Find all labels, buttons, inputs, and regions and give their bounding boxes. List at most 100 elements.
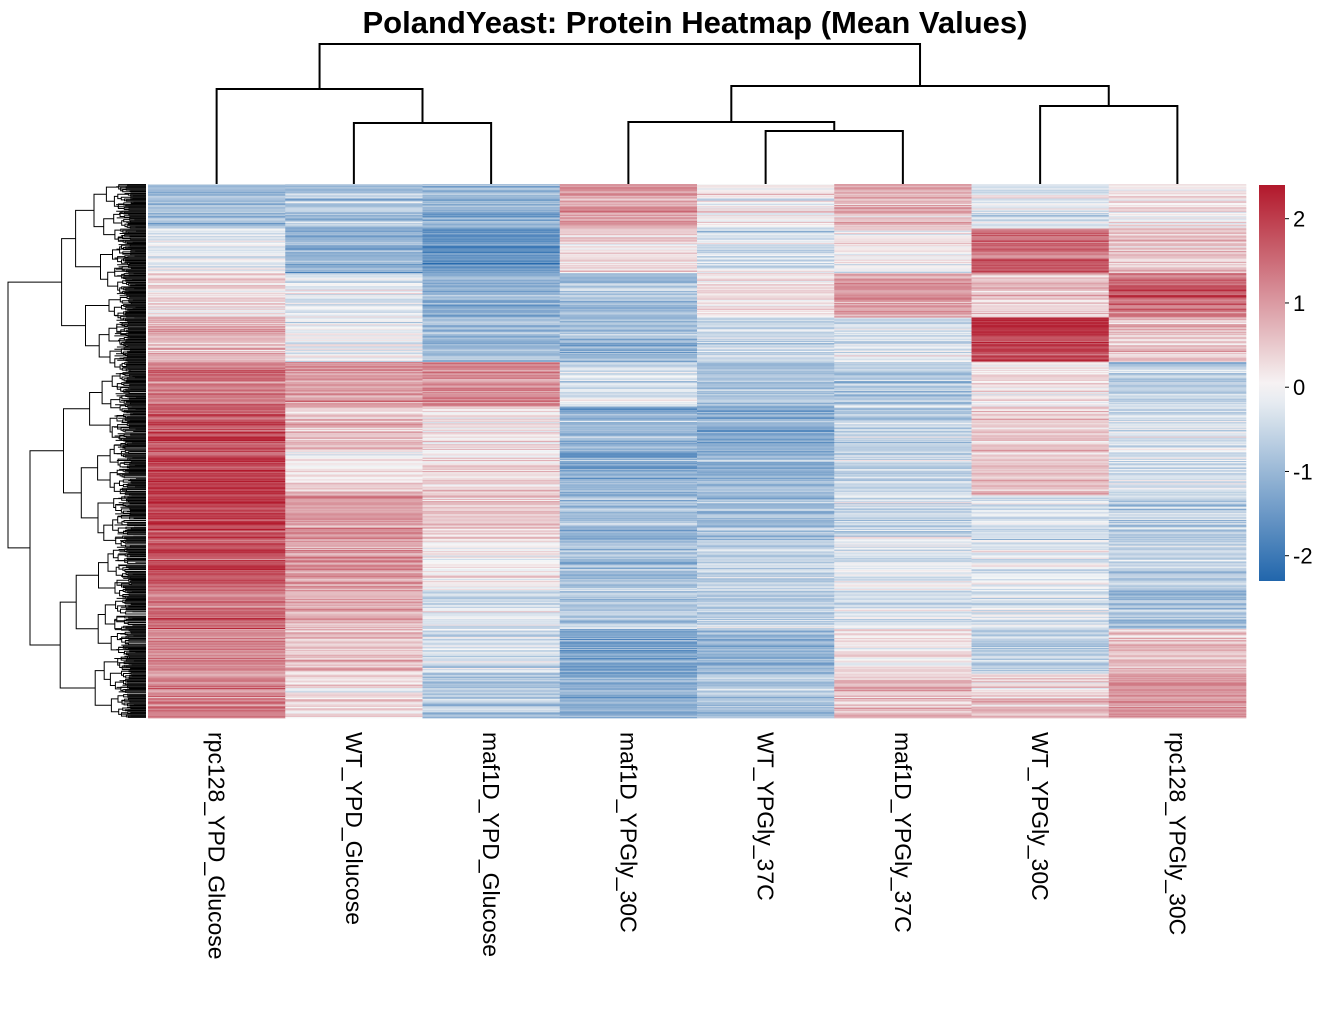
- heatmap-cell: [834, 580, 972, 582]
- heatmap-cell: [971, 527, 1110, 530]
- heatmap-cell: [971, 624, 1110, 627]
- heatmap-cell: [285, 595, 423, 598]
- heatmap-cell: [1108, 224, 1247, 226]
- heatmap-cell: [148, 684, 286, 687]
- heatmap-cell: [422, 294, 561, 296]
- heatmap-cell: [697, 204, 835, 206]
- heatmap-cell: [834, 277, 972, 279]
- heatmap-cell: [1108, 644, 1247, 647]
- heatmap-cell: [285, 485, 423, 487]
- heatmap-cell: [971, 234, 1110, 236]
- heatmap-cell: [148, 465, 286, 467]
- heatmap-cell: [148, 617, 286, 620]
- heatmap-cell: [834, 402, 972, 404]
- heatmap-cell: [148, 680, 286, 682]
- heatmap-cell: [285, 384, 423, 386]
- heatmap-cell: [697, 316, 835, 318]
- heatmap-cell: [971, 235, 1110, 237]
- heatmap-cell: [1108, 211, 1247, 214]
- heatmap-cell: [834, 582, 972, 584]
- heatmap-cell: [1108, 407, 1247, 410]
- heatmap-cell: [148, 249, 286, 252]
- heatmap-cell: [422, 652, 561, 654]
- heatmap-cell: [1108, 596, 1247, 599]
- heatmap-cell: [971, 271, 1110, 274]
- heatmap-cell: [148, 558, 286, 561]
- heatmap-cell: [1108, 457, 1247, 460]
- heatmap-cell: [834, 248, 972, 250]
- heatmap-cell: [834, 230, 972, 233]
- heatmap-cell: [697, 385, 835, 387]
- heatmap-cell: [148, 199, 286, 202]
- heatmap-cell: [285, 610, 423, 612]
- heatmap-cell: [148, 277, 286, 279]
- heatmap-cell: [148, 456, 286, 459]
- heatmap-cell: [1108, 382, 1247, 384]
- heatmap-cell: [422, 465, 561, 467]
- heatmap-cell: [285, 218, 423, 220]
- heatmap-cell: [971, 694, 1110, 697]
- heatmap-cell: [148, 187, 286, 189]
- heatmap-cell: [971, 512, 1110, 514]
- heatmap-cell: [1108, 521, 1247, 523]
- heatmap-cell: [1108, 305, 1247, 307]
- heatmap-cell: [971, 473, 1110, 475]
- heatmap-cell: [971, 481, 1110, 483]
- heatmap-cell: [559, 416, 698, 418]
- heatmap-cell: [1108, 541, 1247, 543]
- heatmap-cell: [148, 408, 286, 411]
- heatmap-cell: [971, 594, 1110, 596]
- heatmap-cell: [1108, 474, 1247, 476]
- heatmap-cell: [971, 365, 1110, 367]
- heatmap-cell: [834, 425, 972, 427]
- heatmap-cell: [148, 537, 286, 540]
- heatmap-cell: [422, 378, 561, 381]
- heatmap-cell: [834, 347, 972, 349]
- heatmap-cell: [285, 383, 423, 385]
- heatmap-cell: [697, 356, 835, 358]
- heatmap-cell: [971, 268, 1110, 271]
- heatmap-cell: [559, 449, 698, 452]
- heatmap-cell: [834, 234, 972, 236]
- heatmap-cell: [285, 664, 423, 667]
- heatmap-cell: [834, 699, 972, 701]
- heatmap-cell: [285, 448, 423, 451]
- heatmap-cell: [1108, 325, 1247, 327]
- heatmap-cell: [971, 285, 1110, 287]
- heatmap-cell: [1108, 615, 1247, 618]
- heatmap-cell: [971, 254, 1110, 256]
- heatmap-cell: [1108, 241, 1247, 244]
- heatmap-cell: [971, 393, 1110, 395]
- heatmap-cell: [148, 375, 286, 377]
- heatmap-cell: [1108, 430, 1247, 433]
- heatmap-cell: [697, 576, 835, 579]
- heatmap-cell: [697, 333, 835, 335]
- heatmap-cell: [285, 374, 423, 376]
- heatmap-cell: [285, 514, 423, 516]
- heatmap-cell: [697, 583, 835, 585]
- heatmap-cell: [971, 359, 1110, 362]
- heatmap-cell: [834, 251, 972, 254]
- heatmap-cell: [1108, 511, 1247, 513]
- heatmap-cell: [422, 324, 561, 326]
- heatmap-cell: [422, 649, 561, 651]
- heatmap-cell: [1108, 417, 1247, 420]
- heatmap-cell: [559, 608, 698, 611]
- heatmap-cell: [971, 241, 1110, 244]
- heatmap-cell: [422, 346, 561, 348]
- heatmap-cell: [285, 597, 423, 600]
- heatmap-cell: [559, 492, 698, 494]
- heatmap-cell: [1108, 516, 1247, 519]
- heatmap-cell: [697, 384, 835, 386]
- heatmap-cell: [834, 424, 972, 426]
- heatmap-cell: [148, 258, 286, 260]
- heatmap-cell: [697, 464, 835, 466]
- heatmap-cell: [697, 491, 835, 493]
- heatmap-cell: [834, 433, 972, 435]
- heatmap-cell: [697, 334, 835, 336]
- heatmap-cell: [697, 626, 835, 629]
- heatmap-cell: [559, 309, 698, 312]
- heatmap-cell: [285, 532, 423, 534]
- heatmap-cell: [148, 595, 286, 598]
- heatmap-cell: [971, 286, 1110, 288]
